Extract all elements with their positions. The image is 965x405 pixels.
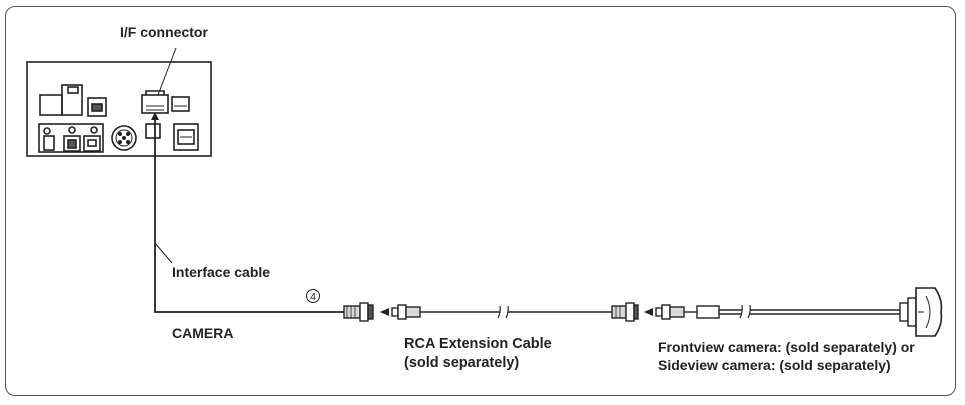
rca-cable-label-line1: RCA Extension Cable — [404, 336, 552, 352]
interface-cable-leader — [154, 242, 173, 264]
if-connector-pointer — [157, 47, 177, 96]
circle-number-badge — [306, 289, 320, 303]
head-unit-rear-panel — [26, 61, 212, 157]
cable-break-mark-2 — [739, 304, 751, 319]
interface-cable — [154, 116, 344, 313]
circle-number-text: 4 — [310, 292, 316, 303]
camera-rca-jack — [343, 302, 374, 322]
connect-arrow-icon — [380, 308, 389, 316]
connect-arrow-icon-2 — [644, 308, 653, 316]
if-connector-label: I/F connector — [120, 24, 208, 40]
interface-cable-label: Interface cable — [172, 264, 271, 280]
diagram-frame — [5, 6, 956, 396]
camera-icon — [915, 287, 943, 337]
camera-desc-line1: Frontview camera: (sold separately) or — [658, 339, 915, 355]
arrow-head-icon — [151, 112, 159, 120]
camera-cable — [655, 297, 917, 327]
rca-extension-cable — [391, 302, 639, 322]
cable-break-mark — [497, 305, 509, 319]
rca-cable-label-line2: (sold separately) — [404, 355, 520, 371]
camera-desc-line2: Sideview camera: (sold separately) — [658, 357, 891, 373]
camera-label: CAMERA — [172, 325, 234, 341]
